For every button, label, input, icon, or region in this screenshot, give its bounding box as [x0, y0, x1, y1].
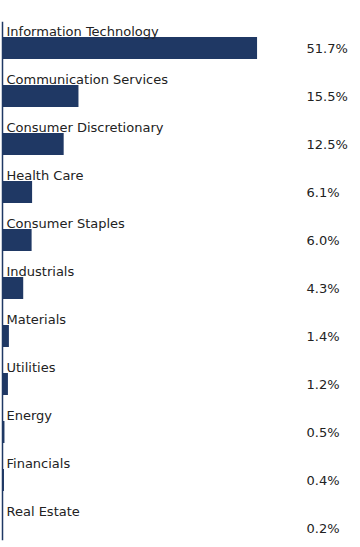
svg-text:Communication Services: Communication Services	[7, 72, 169, 87]
svg-text:6.1%: 6.1%	[307, 185, 340, 200]
svg-text:Utilities: Utilities	[7, 360, 56, 375]
svg-text:Financials: Financials	[7, 456, 71, 471]
svg-text:6.0%: 6.0%	[307, 233, 340, 248]
svg-text:1.4%: 1.4%	[307, 329, 340, 344]
svg-text:Industrials: Industrials	[7, 264, 75, 279]
svg-text:4.3%: 4.3%	[307, 281, 340, 296]
svg-text:12.5%: 12.5%	[307, 137, 348, 152]
svg-text:Real Estate: Real Estate	[7, 504, 80, 519]
svg-text:Health Care: Health Care	[7, 168, 84, 183]
svg-text:0.2%: 0.2%	[307, 521, 340, 536]
svg-text:15.5%: 15.5%	[307, 89, 348, 104]
svg-text:1.2%: 1.2%	[307, 377, 340, 392]
svg-text:0.4%: 0.4%	[307, 473, 340, 488]
svg-text:51.7%: 51.7%	[307, 41, 348, 56]
svg-text:Energy: Energy	[7, 408, 53, 423]
svg-text:Consumer Staples: Consumer Staples	[7, 216, 126, 231]
svg-text:Consumer Discretionary: Consumer Discretionary	[7, 120, 164, 135]
svg-text:Information Technology: Information Technology	[7, 24, 160, 39]
svg-text:0.5%: 0.5%	[307, 425, 340, 440]
svg-text:Materials: Materials	[7, 312, 67, 327]
